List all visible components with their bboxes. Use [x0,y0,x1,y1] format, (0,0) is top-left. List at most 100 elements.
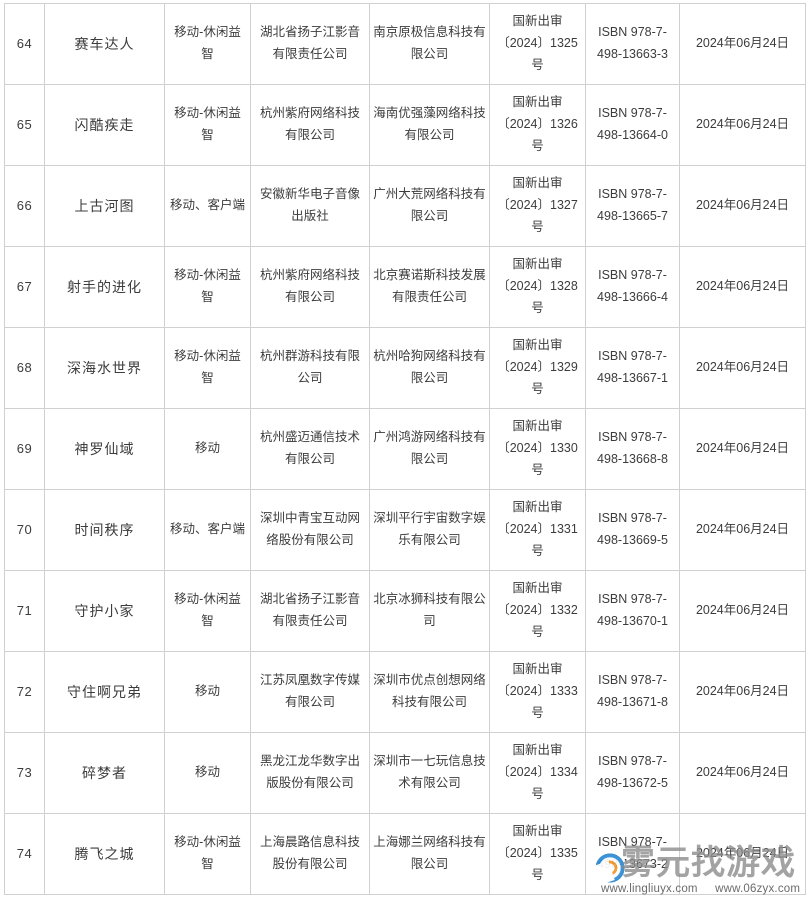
cell-operator: 深圳市优点创想网络科技有限公司 [369,651,490,733]
cell-doc-no: 国新出审〔2024〕1330 号 [489,408,586,490]
doc-no-line-3: 号 [531,138,544,153]
cell-platform: 移动-休闲益智 [164,570,251,652]
doc-no-line-2: 〔2024〕1327 [497,198,578,213]
cell-publisher: 安徽新华电子音像出版社 [250,165,370,247]
cell-doc-no: 国新出审〔2024〕1329 号 [489,327,586,409]
cell-isbn: ISBN 978-7-498-13670-1 [585,570,680,652]
cell-isbn: ISBN 978-7-498-13672-5 [585,732,680,814]
doc-no-line-2: 〔2024〕1328 [497,279,578,294]
cell-operator: 上海娜兰网络科技有限公司 [369,813,490,895]
cell-index: 71 [4,570,45,652]
cell-date: 2024年06月24日 [679,489,806,571]
table-row: 71 守护小家 移动-休闲益智 湖北省扬子江影音有限责任公司 北京冰狮科技有限公司 国新出… [4,570,806,652]
cell-operator: 海南优强藻网络科技有限公司 [369,84,490,166]
cell-publisher: 深圳中青宝互动网络股份有限公司 [250,489,370,571]
doc-no-line-1: 国新出审 [512,14,563,29]
cell-doc-no: 国新出审 〔2024〕1326 号 [489,84,586,166]
doc-no-line-2: 〔2024〕1334 [497,765,578,780]
doc-no-line-1: 国新出审 [512,824,563,839]
doc-no-line-3: 号 [531,786,544,801]
table-row: 69 神罗仙域 移动 杭州盛迈通信技术有限公司 广州鸿游网络科技有限公司 国新出审 〔202… [4,408,806,490]
cell-index: 65 [4,84,45,166]
cell-doc-no: 国新出审 〔2024〕1327 号 [489,165,586,247]
cell-doc-no: 国新出审〔2024〕1328 号 [489,246,586,328]
cell-date: 2024年06月24日 [679,732,806,814]
cell-game-name: 碎梦者 [44,732,165,814]
doc-no-line-3: 号 [531,624,544,639]
cell-game-name: 腾飞之城 [44,813,165,895]
cell-isbn: ISBN 978-7-498-13663-3 [585,3,680,85]
table-row: 68 深海水世界 移动-休闲益智 杭州群游科技有限公司 杭州哈狗网络科技有限公司 国新出审… [4,327,806,409]
cell-operator: 深圳平行宇宙数字娱乐有限公司 [369,489,490,571]
doc-no-line-1: 国新出审 [512,257,563,272]
doc-no-line-3: 号 [531,300,544,315]
cell-isbn: ISBN 978-7-498-13667-1 [585,327,680,409]
cell-publisher: 江苏凤凰数字传媒有限公司 [250,651,370,733]
cell-publisher: 杭州盛迈通信技术有限公司 [250,408,370,490]
table-row: 70 时间秩序 移动、客户端 深圳中青宝互动网络股份有限公司 深圳平行宇宙数字娱乐有限公… [4,489,806,571]
doc-no-line-1: 国新出审 [512,338,563,353]
doc-no-line-2: 〔2024〕1332 [497,603,578,618]
doc-no-line-2: 〔2024〕1329 [497,360,578,375]
cell-index: 64 [4,3,45,85]
cell-publisher: 杭州群游科技有限公司 [250,327,370,409]
cell-platform: 移动-休闲益智 [164,84,251,166]
doc-no-line-2: 〔2024〕1333 [497,684,578,699]
doc-no-line-2: 〔2024〕1330 [497,441,578,456]
cell-date: 2024年06月24日 [679,246,806,328]
doc-no-line-1: 国新出审 [512,500,563,515]
cell-publisher: 杭州紫府网络科技有限公司 [250,84,370,166]
cell-index: 73 [4,732,45,814]
cell-index: 72 [4,651,45,733]
doc-no-line-2: 〔2024〕1326 [497,117,578,132]
cell-isbn: ISBN 978-7-498-13671-8 [585,651,680,733]
cell-operator: 广州大荒网络科技有限公司 [369,165,490,247]
table-row: 65 闪酷疾走 移动-休闲益智 杭州紫府网络科技有限公司 海南优强藻网络科技有限公司 国新… [4,84,806,166]
cell-date: 2024年06月24日 [679,813,806,895]
cell-doc-no: 国新出审 〔2024〕1332 号 [489,570,586,652]
cell-isbn: ISBN 978-7-498-13666-4 [585,246,680,328]
doc-no-line-3: 号 [531,867,544,882]
table-row: 64 赛车达人 移动-休闲益智 湖北省扬子江影音有限责任公司 南京原极信息科技有限公司国… [4,3,806,85]
doc-no-line-3: 号 [531,705,544,720]
cell-platform: 移动 [164,408,251,490]
doc-no-line-2: 〔2024〕1335 [497,846,578,861]
cell-doc-no: 国新出审 〔2024〕1334 号 [489,732,586,814]
cell-date: 2024年06月24日 [679,570,806,652]
cell-index: 70 [4,489,45,571]
cell-publisher: 杭州紫府网络科技有限公司 [250,246,370,328]
cell-doc-no: 国新出审〔2024〕1335 号 [489,813,586,895]
cell-date: 2024年06月24日 [679,327,806,409]
cell-platform: 移动、客户端 [164,489,251,571]
doc-no-line-3: 号 [531,381,544,396]
cell-operator: 深圳市一七玩信息技术有限公司 [369,732,490,814]
cell-game-name: 赛车达人 [44,3,165,85]
cell-index: 66 [4,165,45,247]
cell-operator: 南京原极信息科技有限公司 [369,3,490,85]
cell-publisher: 上海晨路信息科技股份有限公司 [250,813,370,895]
cell-platform: 移动-休闲益智 [164,327,251,409]
cell-game-name: 守护小家 [44,570,165,652]
cell-date: 2024年06月24日 [679,84,806,166]
cell-operator: 北京赛诺斯科技发展有限责任公司 [369,246,490,328]
cell-doc-no: 国新出审 〔2024〕1325 号 [489,3,586,85]
doc-no-line-1: 国新出审 [512,419,563,434]
cell-isbn: ISBN 978-7-498-13665-7 [585,165,680,247]
cell-game-name: 射手的进化 [44,246,165,328]
cell-game-name: 神罗仙域 [44,408,165,490]
cell-platform: 移动 [164,732,251,814]
doc-no-line-3: 号 [531,219,544,234]
cell-doc-no: 国新出审 〔2024〕1333 号 [489,651,586,733]
cell-publisher: 黑龙江龙华数字出版股份有限公司 [250,732,370,814]
cell-operator: 北京冰狮科技有限公司 [369,570,490,652]
doc-no-line-3: 号 [531,462,544,477]
table-row: 73 碎梦者 移动 黑龙江龙华数字出版股份有限公司 深圳市一七玩信息技术有限公司 国新出审… [4,732,806,814]
cell-game-name: 守住啊兄弟 [44,651,165,733]
cell-isbn: ISBN 978-7-498-13673-2 [585,813,680,895]
cell-date: 2024年06月24日 [679,651,806,733]
cell-doc-no: 国新出审 〔2024〕1331 号 [489,489,586,571]
doc-no-line-3: 号 [531,543,544,558]
cell-index: 68 [4,327,45,409]
cell-index: 74 [4,813,45,895]
cell-platform: 移动 [164,651,251,733]
